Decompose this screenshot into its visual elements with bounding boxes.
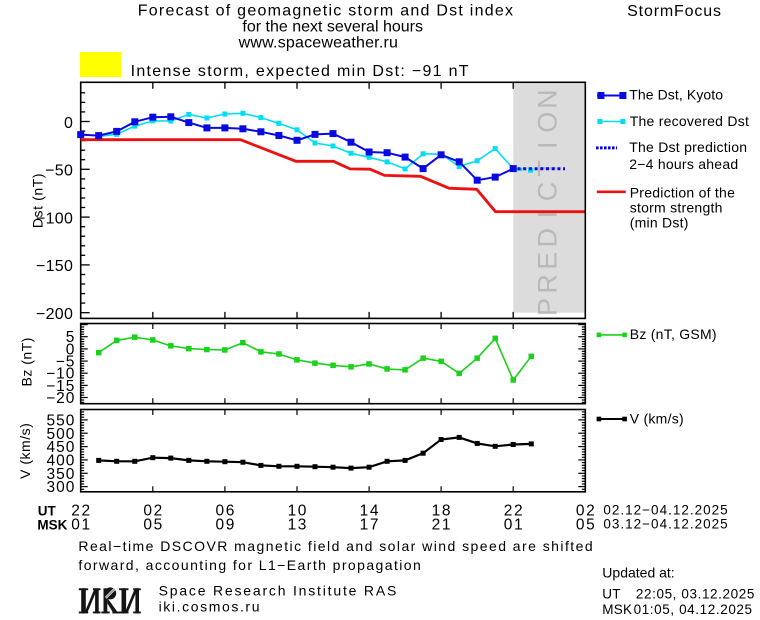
svg-text:Intense storm, expected min Ds: Intense storm, expected min Dst: −91 nT <box>131 63 470 80</box>
svg-text:V (km/s): V (km/s) <box>630 410 684 426</box>
svg-text:350: 350 <box>47 466 76 483</box>
svg-text:Space Research Institute RAS: Space Research Institute RAS <box>159 583 399 599</box>
svg-text:02: 02 <box>576 503 596 520</box>
svg-text:V (km/s): V (km/s) <box>17 423 33 479</box>
svg-text:I: I <box>533 211 563 219</box>
svg-text:C: C <box>533 182 563 202</box>
svg-text:22: 22 <box>504 503 524 520</box>
svg-text:−15: −15 <box>46 378 75 395</box>
svg-text:300: 300 <box>47 479 76 496</box>
svg-text:0: 0 <box>66 341 76 358</box>
svg-text:−20: −20 <box>46 390 75 407</box>
svg-text:www.spaceweather.ru: www.spaceweather.ru <box>238 35 398 52</box>
svg-text:05: 05 <box>143 516 163 533</box>
svg-text:The Dst, Kyoto: The Dst, Kyoto <box>629 87 723 103</box>
svg-text:UT: UT <box>602 587 620 602</box>
svg-text:18: 18 <box>432 503 452 520</box>
svg-text:−150: −150 <box>36 258 73 275</box>
svg-text:N: N <box>533 89 563 109</box>
svg-text:01: 01 <box>71 516 91 533</box>
svg-text:StormFocus: StormFocus <box>627 3 722 20</box>
svg-text:10: 10 <box>288 503 308 520</box>
svg-text:−10: −10 <box>46 366 75 383</box>
svg-text:−200: −200 <box>36 306 73 323</box>
svg-text:01: 01 <box>504 516 524 533</box>
svg-text:MSK: MSK <box>602 602 632 617</box>
svg-text:E: E <box>533 252 563 270</box>
svg-text:05: 05 <box>576 516 596 533</box>
svg-text:500: 500 <box>47 426 76 443</box>
svg-text:The Dst prediction: The Dst prediction <box>629 139 747 155</box>
svg-text:iki.cosmos.ru: iki.cosmos.ru <box>159 599 261 615</box>
svg-text:Bz (nT): Bz (nT) <box>19 337 35 386</box>
svg-text:Real−time DSCOVR magnetic fiel: Real−time DSCOVR magnetic field and sola… <box>78 538 594 554</box>
svg-text:450: 450 <box>47 439 76 456</box>
svg-text:The recovered Dst: The recovered Dst <box>630 113 749 129</box>
svg-text:Prediction of the: Prediction of the <box>630 185 735 201</box>
svg-text:Forecast of geomagnetic storm: Forecast of geomagnetic storm and Dst in… <box>138 3 515 20</box>
svg-text:Bz (nT, GSM): Bz (nT, GSM) <box>630 326 717 342</box>
svg-text:R: R <box>533 274 563 294</box>
svg-text:17: 17 <box>360 516 380 533</box>
svg-text:−50: −50 <box>45 163 73 180</box>
svg-text:0: 0 <box>64 115 73 132</box>
svg-text:−100: −100 <box>36 210 73 227</box>
svg-text:400: 400 <box>47 452 76 469</box>
svg-text:UT: UT <box>38 504 57 519</box>
svg-text:550: 550 <box>47 412 76 429</box>
svg-text:(min Dst): (min Dst) <box>630 214 689 230</box>
svg-text:5: 5 <box>66 329 76 346</box>
svg-text:MSK: MSK <box>37 517 67 532</box>
svg-text:03.12−04.12.2025: 03.12−04.12.2025 <box>603 517 728 532</box>
svg-text:Dst (nT): Dst (nT) <box>30 173 46 228</box>
svg-text:14: 14 <box>360 503 380 520</box>
svg-text:13: 13 <box>288 516 308 533</box>
svg-text:02.12−04.12.2025: 02.12−04.12.2025 <box>603 503 728 518</box>
svg-text:2−4 hours ahead: 2−4 hours ahead <box>629 156 738 172</box>
svg-text:01:05, 04.12.2025: 01:05, 04.12.2025 <box>634 602 753 617</box>
svg-text:09: 09 <box>215 516 235 533</box>
svg-text:06: 06 <box>215 503 235 520</box>
svg-text:Updated at:: Updated at: <box>602 565 674 581</box>
svg-text:P: P <box>533 298 563 316</box>
svg-text:storm strength: storm strength <box>630 199 723 215</box>
svg-text:forward, accounting for L1−Ear: forward, accounting for L1−Earth propaga… <box>78 557 422 573</box>
svg-text:−5: −5 <box>56 354 76 371</box>
svg-text:I: I <box>533 142 563 150</box>
svg-text:O: O <box>533 112 563 133</box>
svg-text:for the next several hours: for the next several hours <box>242 19 423 36</box>
svg-text:02: 02 <box>143 503 163 520</box>
svg-text:22: 22 <box>71 503 91 520</box>
svg-text:22:05, 03.12.2025: 22:05, 03.12.2025 <box>636 587 755 602</box>
svg-text:21: 21 <box>432 516 452 533</box>
svg-text:D: D <box>533 228 563 248</box>
